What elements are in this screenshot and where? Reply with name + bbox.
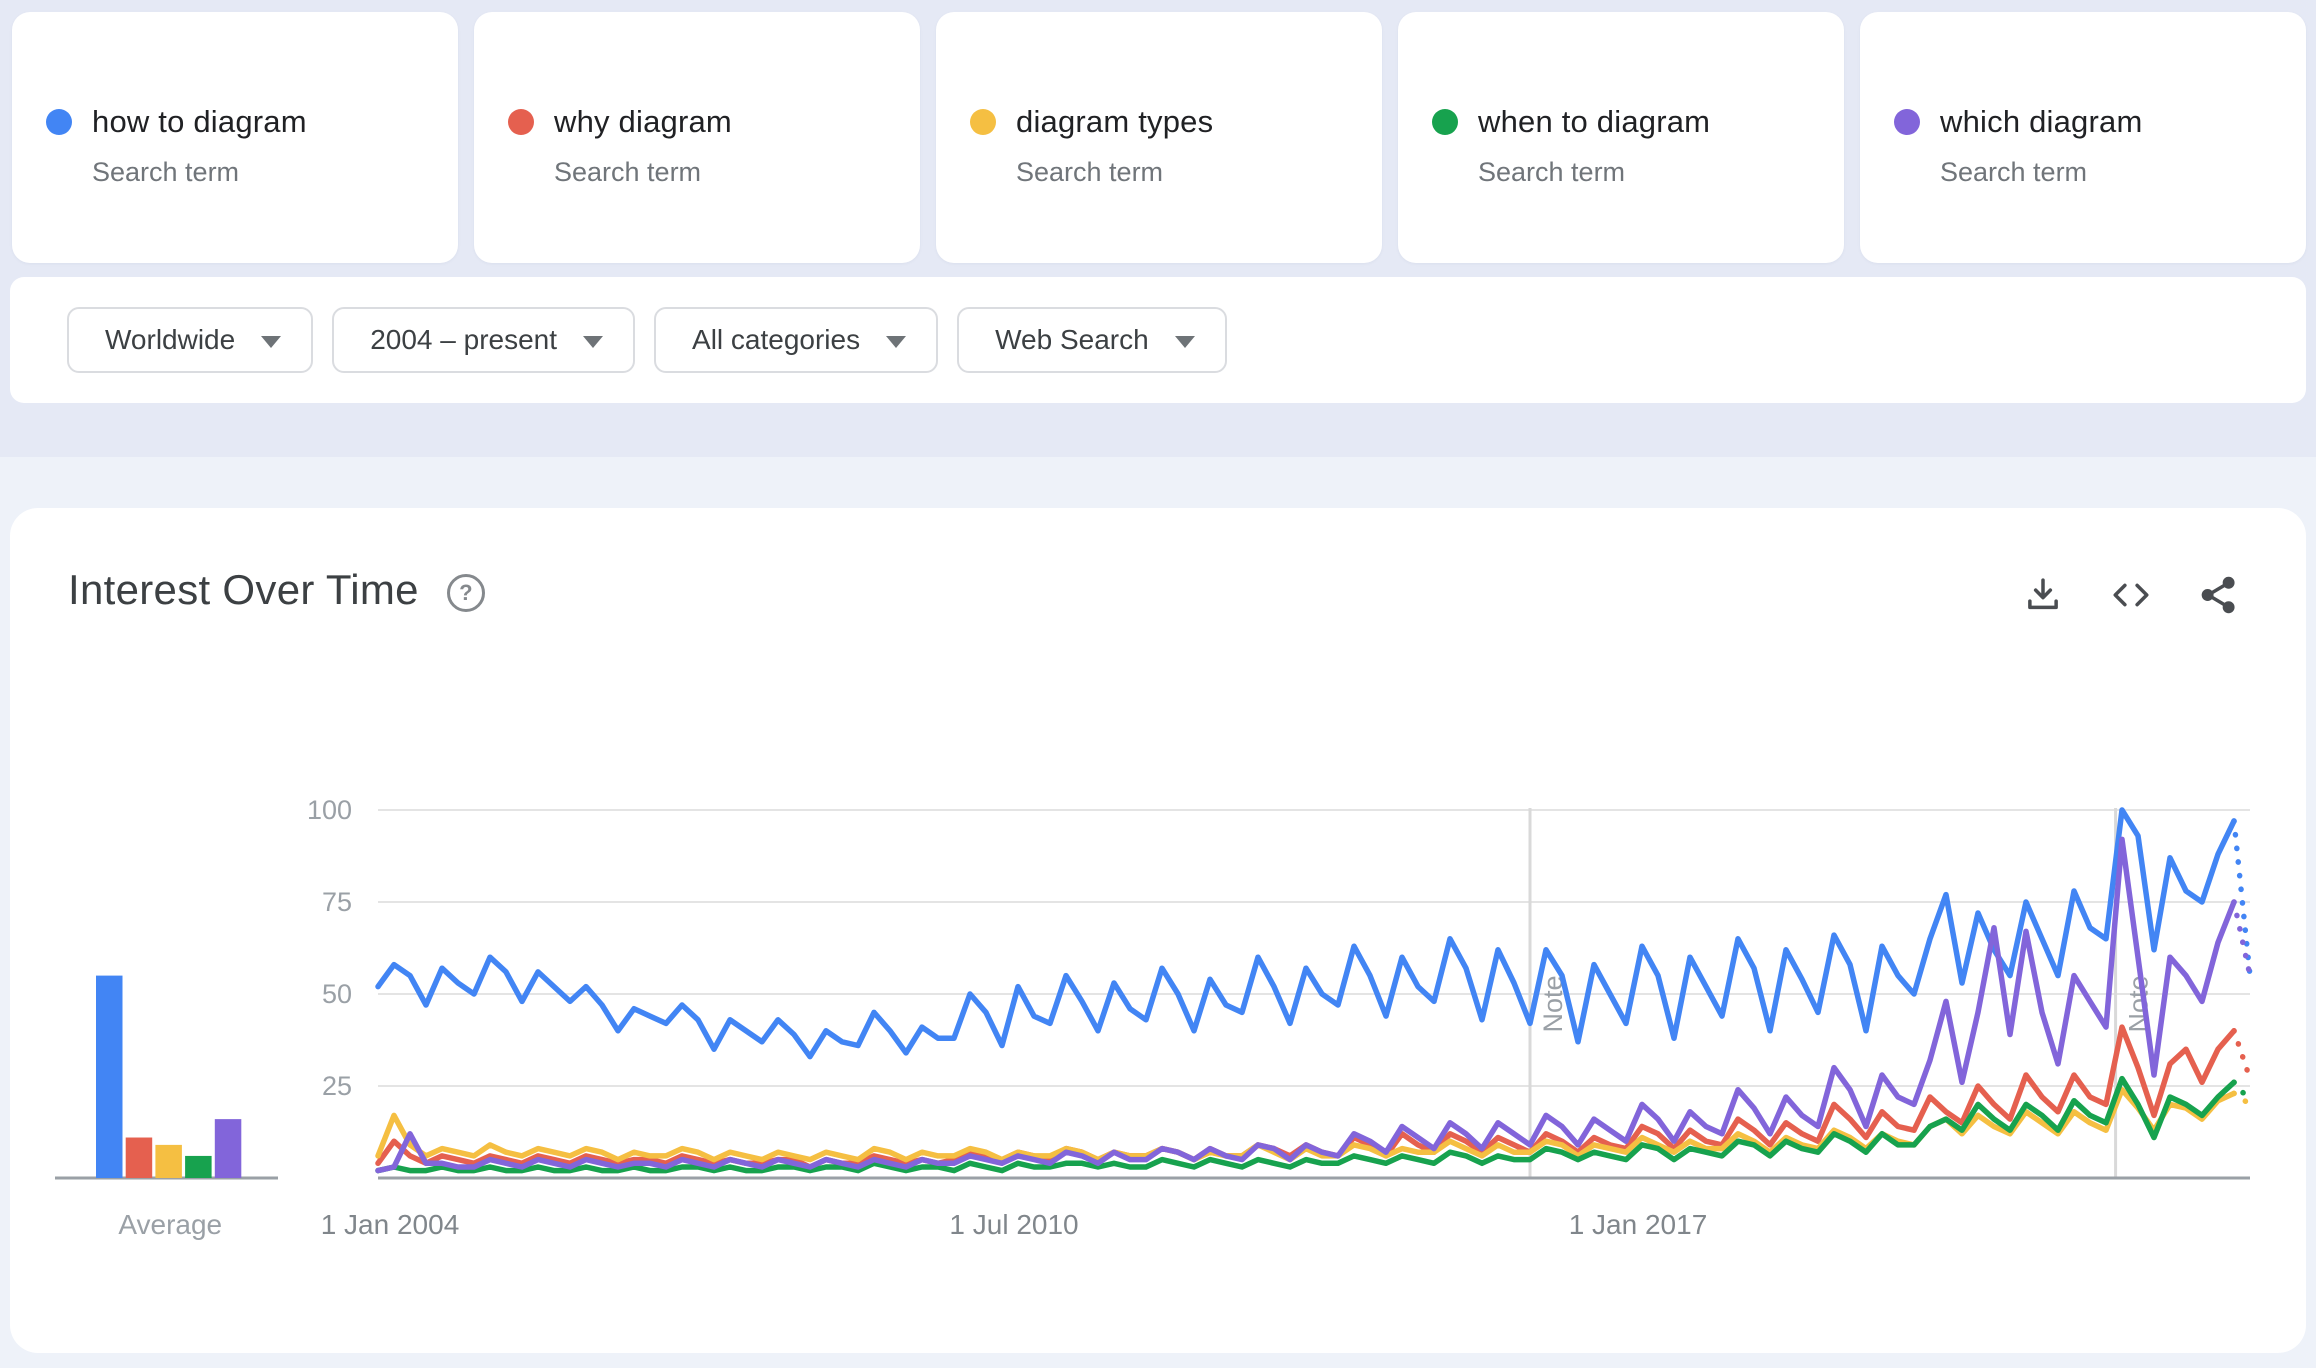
average-bar: [125, 1137, 153, 1178]
chart-header: Interest Over Time ?: [68, 566, 485, 614]
series-line-how-to-diagram: [375, 807, 2237, 1060]
term-color-dot: [1894, 109, 1920, 135]
region-filter-dropdown[interactable]: Worldwide: [67, 307, 314, 373]
average-bars: Average: [96, 975, 242, 1240]
series-partial-segment-which-diagram: [2231, 899, 2253, 979]
x-axis-label: 1 Jan 2004: [321, 1209, 460, 1240]
category-filter-dropdown[interactable]: All categories: [654, 307, 939, 373]
series-line-when-to-diagram: [375, 1075, 2237, 1174]
series-partial-segment-how-to-diagram: [2231, 818, 2253, 979]
y-gridlines: 25 50 75 100: [307, 795, 2250, 1101]
term-card-diagram-types[interactable]: diagram types Search term: [936, 12, 1382, 263]
term-type-label: Search term: [554, 157, 702, 187]
embed-button[interactable]: [2110, 574, 2152, 616]
term-label: which diagram: [1940, 104, 2143, 139]
term-color-dot: [508, 109, 534, 135]
category-filter-value: All categories: [692, 324, 861, 355]
time-range-filter-value: 2004 – present: [370, 324, 558, 355]
term-color-dot: [46, 109, 72, 135]
region-filter-value: Worldwide: [105, 324, 236, 355]
term-color-dot: [1432, 109, 1458, 135]
y-axis-label: 100: [307, 795, 352, 825]
x-axis-label: 1 Jan 2017: [1569, 1209, 1708, 1240]
average-bar: [155, 1144, 182, 1178]
time-range-filter-dropdown[interactable]: 2004 – present: [332, 307, 636, 373]
download-button[interactable]: [2022, 574, 2064, 616]
filter-bar: Worldwide 2004 – present All categories …: [10, 277, 2306, 403]
chevron-down-icon: [1174, 335, 1195, 348]
average-bar: [214, 1119, 242, 1178]
x-axis-label: 1 Jul 2010: [949, 1209, 1078, 1240]
term-type-label: Search term: [92, 157, 240, 187]
chevron-down-icon: [261, 335, 282, 348]
chevron-down-icon: [886, 335, 907, 348]
term-card-which-diagram[interactable]: which diagram Search term: [1860, 12, 2306, 263]
chart-title: Interest Over Time: [68, 566, 419, 613]
average-bar: [96, 975, 123, 1178]
term-label: diagram types: [1016, 104, 1214, 139]
series-partial-segment-diagram-types: [2231, 1090, 2253, 1108]
term-card-when-to-diagram[interactable]: when to diagram Search term: [1398, 12, 1844, 263]
interest-over-time-card: Interest Over Time ? 25 50 75 100 No: [10, 508, 2306, 1353]
term-color-dot: [970, 109, 996, 135]
share-button[interactable]: [2198, 574, 2240, 616]
series-line-which-diagram: [375, 836, 2237, 1174]
download-icon: [2028, 578, 2058, 610]
y-axis-label: 75: [322, 887, 352, 917]
series-partial-segment-when-to-diagram: [2231, 1079, 2253, 1104]
embed-icon: [2113, 583, 2149, 607]
series-partial-segment-why-diagram: [2231, 1028, 2253, 1082]
term-type-label: Search term: [1478, 157, 1626, 187]
y-axis-label: 50: [322, 979, 352, 1009]
share-icon: [2201, 576, 2235, 614]
term-card-why-diagram[interactable]: why diagram Search term: [474, 12, 920, 263]
y-axis-label: 25: [322, 1071, 352, 1101]
term-label: why diagram: [554, 104, 732, 139]
search-type-filter-value: Web Search: [995, 324, 1149, 355]
chart-actions: [2022, 574, 2240, 616]
term-card-how-to-diagram[interactable]: how to diagram Search term: [12, 12, 458, 263]
term-label: when to diagram: [1478, 104, 1711, 139]
term-type-label: Search term: [1940, 157, 2088, 187]
chevron-down-icon: [583, 335, 604, 348]
term-type-label: Search term: [1016, 157, 1164, 187]
search-type-filter-dropdown[interactable]: Web Search: [957, 307, 1227, 373]
help-icon[interactable]: ?: [446, 574, 485, 612]
average-label: Average: [118, 1209, 222, 1240]
average-bar: [185, 1155, 212, 1178]
term-label: how to diagram: [92, 104, 307, 139]
